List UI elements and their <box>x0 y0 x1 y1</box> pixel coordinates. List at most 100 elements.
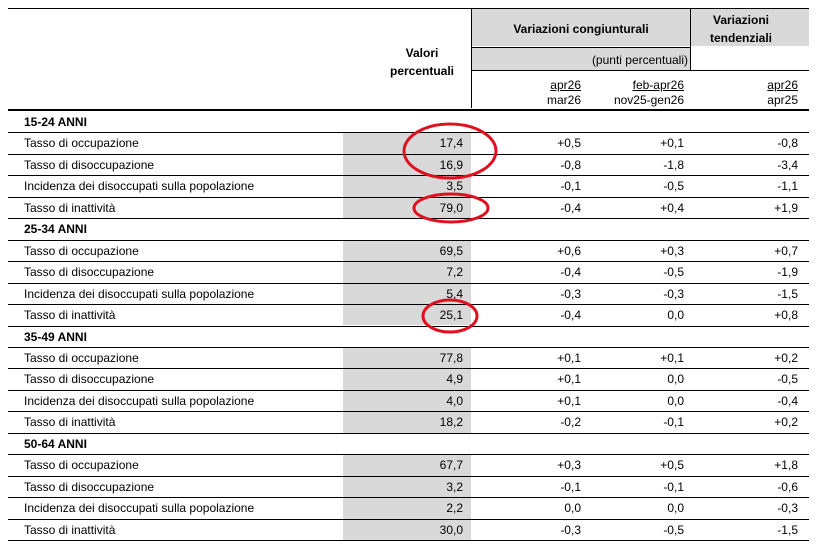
header-col1-bottom: mar26 <box>546 93 581 107</box>
value-cell-shade <box>343 347 471 369</box>
header-punti: (punti percentuali) <box>591 53 688 67</box>
header-valori-line1: Valori <box>405 46 439 60</box>
row-change-monthly: +0,6 <box>557 243 581 258</box>
row-change-yearly: -3,4 <box>777 157 798 172</box>
value-cell-shade <box>343 519 471 540</box>
row-value: 69,5 <box>439 243 463 258</box>
row-change-yearly: +0,2 <box>774 350 798 365</box>
row-value: 77,8 <box>439 350 463 365</box>
section-title: 50-64 ANNI <box>24 436 87 451</box>
section-title: 15-24 ANNI <box>24 115 87 129</box>
row-label: Incidenza dei disoccupati sulla popolazi… <box>24 501 255 516</box>
row-change-quarterly: 0,0 <box>667 308 684 323</box>
row-value: 2,2 <box>446 501 463 516</box>
row-label: Tasso di inattività <box>24 522 116 537</box>
row-label: Incidenza dei disoccupati sulla popolazi… <box>24 179 255 194</box>
row-value: 7,2 <box>446 265 463 280</box>
row-change-monthly: +0,1 <box>557 350 581 365</box>
row-change-yearly: -1,5 <box>777 286 798 301</box>
header-top-rule <box>8 8 809 9</box>
row-change-monthly: +0,1 <box>557 372 581 387</box>
row-value: 18,2 <box>439 415 463 430</box>
row-rule <box>8 389 809 391</box>
row-change-monthly: -0,3 <box>560 522 581 537</box>
row-rule <box>8 218 809 220</box>
header-col2-bottom: nov25-gen26 <box>613 93 684 107</box>
row-value: 25,1 <box>439 308 463 323</box>
value-cell-shade <box>343 369 471 390</box>
row-rule <box>8 282 809 284</box>
row-change-yearly: -0,6 <box>777 479 798 494</box>
value-cell-shade <box>343 176 471 197</box>
row-label: Tasso di inattività <box>24 200 116 215</box>
header-col1-top: apr26 <box>550 78 581 92</box>
header-divider-left <box>471 8 472 108</box>
row-value: 67,7 <box>439 458 463 473</box>
header-tendenziali-line1: Variazioni <box>712 13 770 27</box>
row-change-quarterly: -0,5 <box>663 522 684 537</box>
header-bottom-rule <box>8 109 809 111</box>
value-cell-shade <box>343 412 471 433</box>
value-cell-shade <box>343 390 471 412</box>
row-change-monthly: -0,2 <box>560 415 581 430</box>
header-divider-right <box>690 8 691 70</box>
row-label: Tasso di disoccupazione <box>24 265 155 280</box>
row-label: Incidenza dei disoccupati sulla popolazi… <box>24 393 255 408</box>
value-cell-shade <box>343 240 471 262</box>
row-rule <box>8 540 809 541</box>
row-value: 4,9 <box>446 372 463 387</box>
row-value: 5,4 <box>446 286 463 301</box>
value-cell-shade <box>343 455 471 476</box>
row-change-yearly: -0,4 <box>777 393 798 408</box>
header-mid-rule <box>472 47 690 48</box>
row-change-yearly: +1,9 <box>774 200 798 215</box>
row-change-monthly: -0,1 <box>560 479 581 494</box>
row-change-yearly: -0,3 <box>777 501 798 516</box>
row-label: Tasso di disoccupazione <box>24 372 155 387</box>
row-change-quarterly: -0,1 <box>663 415 684 430</box>
row-change-quarterly: 0,0 <box>667 501 684 516</box>
row-change-monthly: -0,3 <box>560 286 581 301</box>
row-change-monthly: 0,0 <box>564 501 581 516</box>
row-rule <box>8 304 809 306</box>
row-label: Tasso di disoccupazione <box>24 157 155 172</box>
row-rule <box>8 261 809 263</box>
row-change-monthly: -0,4 <box>560 308 581 323</box>
row-change-monthly: +0,3 <box>557 458 581 473</box>
row-change-monthly: -0,4 <box>560 200 581 215</box>
header-shade-congiunturali <box>472 8 690 46</box>
row-label: Tasso di occupazione <box>24 243 139 258</box>
value-cell-shade <box>343 476 471 498</box>
row-value: 3,2 <box>446 479 463 494</box>
row-change-quarterly: -0,1 <box>663 479 684 494</box>
row-change-yearly: +0,7 <box>774 243 798 258</box>
row-change-monthly: -0,1 <box>560 179 581 194</box>
header-col3-bottom: apr25 <box>767 93 798 107</box>
row-rule <box>8 196 809 198</box>
row-change-yearly: +0,8 <box>774 308 798 323</box>
section-rule <box>8 454 809 456</box>
row-change-yearly: -0,8 <box>777 136 798 151</box>
row-rule <box>8 325 809 327</box>
row-value: 17,4 <box>439 136 463 151</box>
row-change-quarterly: +0,5 <box>660 458 684 473</box>
section-rule <box>8 239 809 241</box>
row-label: Tasso di inattività <box>24 415 116 430</box>
row-rule <box>8 518 809 520</box>
row-change-quarterly: +0,1 <box>660 136 684 151</box>
row-rule <box>8 432 809 434</box>
row-change-quarterly: +0,3 <box>660 243 684 258</box>
row-change-yearly: +1,8 <box>774 458 798 473</box>
header-col2-top: feb-apr26 <box>632 78 684 92</box>
row-label: Incidenza dei disoccupati sulla popolazi… <box>24 286 255 301</box>
row-label: Tasso di occupazione <box>24 136 139 151</box>
row-value: 4,0 <box>446 393 463 408</box>
row-value: 79,0 <box>439 200 463 215</box>
row-change-quarterly: +0,4 <box>660 200 684 215</box>
header-tendenziali-line2: tendenziali <box>709 31 772 45</box>
row-value: 16,9 <box>439 157 463 172</box>
row-change-quarterly: -0,5 <box>663 265 684 280</box>
row-value: 30,0 <box>439 522 463 537</box>
header-sub-rule <box>472 70 809 71</box>
